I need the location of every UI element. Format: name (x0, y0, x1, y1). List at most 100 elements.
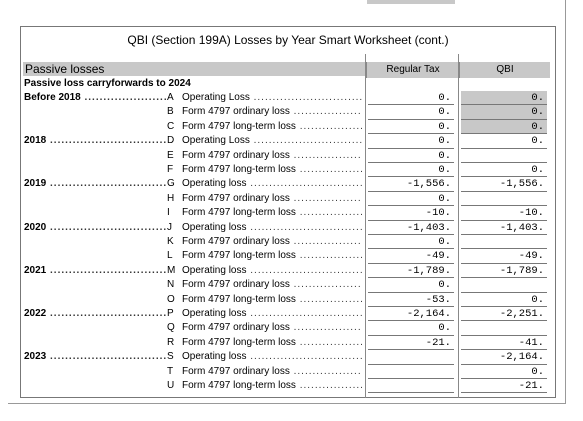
column-header: QBI (459, 62, 550, 78)
regular-cell: 0. (368, 134, 454, 149)
line-label: Form 4797 ordinary loss (182, 149, 362, 163)
line-letter: E (167, 149, 174, 161)
regular-cell: -1,789. (368, 264, 454, 279)
line-label: Form 4797 ordinary loss (182, 278, 362, 292)
line-label: Operating loss (182, 221, 362, 235)
worksheet-frame (20, 26, 556, 398)
line-letter: M (167, 264, 176, 276)
line-label: Form 4797 long-term loss (182, 336, 362, 350)
line-label: Form 4797 ordinary loss (182, 321, 362, 335)
line-letter: J (167, 221, 172, 233)
title: QBI (Section 199A) Losses by Year Smart … (127, 33, 449, 47)
line-label: Form 4797 ordinary loss (182, 235, 362, 249)
line-label: Operating loss (182, 177, 362, 191)
line-letter: F (167, 164, 174, 175)
qbi-cell: -2,251. (461, 307, 547, 322)
regular-cell: -2,164. (368, 307, 454, 322)
outer-frame (8, 0, 566, 404)
qbi-cell: -1,789. (461, 264, 547, 279)
regular-cell: 0. (368, 91, 454, 106)
regular-cell: 0. (368, 105, 454, 120)
section-header: Passive losses (25, 62, 105, 76)
qbi-cell: -10. (461, 206, 547, 221)
line-letter: Q (167, 322, 175, 334)
regular-cell: 0. (368, 120, 454, 135)
line-letter: B (167, 106, 174, 118)
line-letter: A (167, 92, 174, 103)
qbi-cell (461, 235, 547, 250)
line-label: Form 4797 ordinary loss (182, 192, 362, 206)
line-letter: P (167, 308, 174, 319)
regular-cell: 0. (368, 235, 454, 250)
regular-cell: -21. (368, 336, 454, 351)
qbi-cell: 0. (461, 134, 547, 149)
regular-cell (368, 379, 454, 394)
qbi-cell (461, 192, 547, 207)
qbi-cell: -1,556. (461, 177, 547, 192)
line-label: Form 4797 ordinary loss (182, 365, 362, 379)
regular-cell: 0. (368, 149, 454, 163)
line-label: Operating loss (182, 350, 362, 364)
qbi-cell: -49. (461, 249, 547, 264)
regular-cell: 0. (368, 321, 454, 336)
year-label: 2019 (24, 177, 166, 191)
year-label: 2018 (24, 134, 166, 148)
year-label: 2021 (24, 264, 166, 278)
year-label: Before 2018 (24, 91, 166, 105)
line-letter: S (167, 351, 174, 363)
year-label: 2022 (24, 307, 166, 321)
line-label: Operating loss (182, 264, 362, 278)
line-letter: C (167, 120, 175, 132)
line-letter: U (167, 380, 175, 391)
qbi-cell: -2,164. (461, 350, 547, 365)
qbi-cell: -21. (461, 379, 547, 394)
qbi-cell: 0. (461, 105, 547, 120)
qbi-cell (461, 278, 547, 293)
regular-cell (368, 350, 454, 365)
line-letter: N (167, 279, 175, 291)
regular-cell: -1,556. (368, 177, 454, 192)
line-label: Operating Loss (182, 134, 362, 148)
regular-cell: 0. (368, 278, 454, 293)
qbi-cell (461, 149, 547, 163)
line-letter: G (167, 178, 175, 190)
qbi-cell: 0. (461, 163, 547, 178)
regular-cell: -1,403. (368, 221, 454, 235)
line-label: Form 4797 long-term loss (182, 163, 362, 177)
regular-cell: -10. (368, 206, 454, 221)
qbi-cell: 0. (461, 365, 547, 379)
line-label: Form 4797 long-term loss (182, 293, 362, 307)
column-divider (458, 54, 459, 398)
regular-cell: 0. (368, 192, 454, 207)
line-label: Form 4797 ordinary loss (182, 105, 362, 119)
line-label: Form 4797 long-term loss (182, 249, 362, 263)
regular-cell: -53. (368, 293, 454, 307)
line-letter: T (167, 365, 174, 377)
qbi-cell (461, 321, 547, 336)
qbi-cell: 0. (461, 119, 547, 135)
regular-cell: -49. (368, 249, 454, 264)
regular-cell (368, 365, 454, 379)
line-letter: L (167, 250, 173, 262)
line-letter: I (167, 207, 170, 219)
year-label: 2020 (24, 221, 166, 235)
column-divider (365, 54, 366, 398)
column-header: Regular Tax (366, 62, 459, 78)
cut-cell (367, 0, 455, 4)
qbi-cell: -1,403. (461, 221, 547, 235)
regular-cell: 0. (368, 163, 454, 178)
qbi-cell: -41. (461, 336, 547, 351)
line-label: Operating Loss (182, 91, 362, 105)
line-letter: R (167, 336, 175, 348)
line-letter: K (167, 236, 174, 247)
line-label: Operating loss (182, 307, 362, 321)
year-label: 2023 (24, 350, 166, 364)
line-letter: H (167, 192, 175, 204)
line-label: Form 4797 long-term loss (182, 379, 362, 393)
qbi-cell: 0. (461, 91, 547, 106)
line-letter: D (167, 135, 175, 147)
line-letter: O (167, 293, 175, 305)
line-label: Form 4797 long-term loss (182, 206, 362, 220)
line-label: Form 4797 long-term loss (182, 120, 362, 134)
